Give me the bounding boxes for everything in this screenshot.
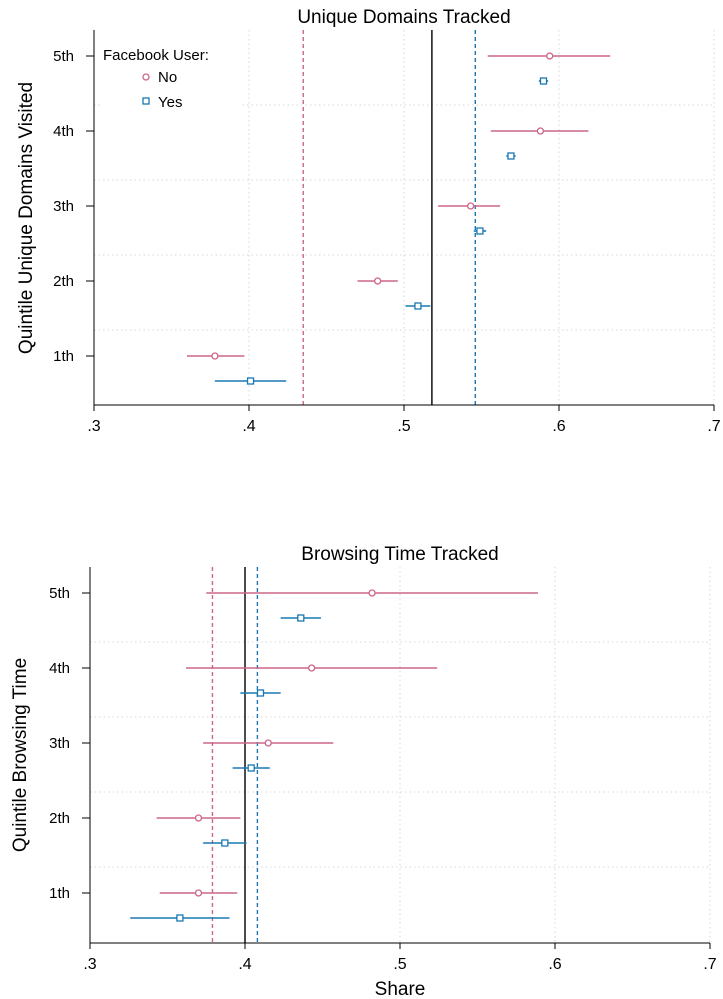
no-point [194, 889, 203, 897]
legend-no-marker [142, 73, 150, 81]
legend-box [100, 40, 240, 112]
panel-2-marks [130, 589, 538, 922]
x-tick-label: .6 [548, 956, 561, 973]
y-tick-label: 5th [49, 585, 70, 602]
panel-1-y-axis-label: Quintile Unique Domains Visited [16, 82, 37, 354]
y-tick-label: 5th [53, 48, 74, 65]
y-tick-label: 4th [49, 660, 70, 677]
panel-browsing-time: Browsing Time Tracked .3 .4 .5 .6 .7 5th 4th 3… [10, 544, 717, 999]
y-tick-label: 3th [49, 735, 70, 752]
panel-1-y-ticks: 5th 4th 3th 2th 1th [53, 48, 94, 365]
x-tick-label: .7 [707, 418, 720, 435]
legend-yes-label: Yes [158, 94, 182, 111]
panel-2-x-ticks: .3 .4 .5 .6 .7 [83, 943, 717, 973]
y-tick-label: 1th [49, 885, 70, 902]
y-tick-label: 2th [53, 273, 74, 290]
panel-1-x-ticks: .3 .4 .5 .6 .7 [87, 405, 721, 435]
panel-2-x-axis-label: Share [375, 979, 426, 999]
legend: Facebook User: No Yes [100, 40, 240, 112]
x-tick-label: .3 [83, 956, 96, 973]
x-tick-label: .5 [397, 418, 410, 435]
x-tick-label: .4 [242, 418, 255, 435]
x-tick-label: .5 [393, 956, 406, 973]
yes-point [476, 227, 484, 235]
legend-yes-marker [142, 97, 150, 105]
yes-point [297, 614, 305, 622]
no-point [536, 127, 545, 135]
panel-2-y-axis-label: Quintile Browsing Time [10, 658, 31, 852]
yes-point [176, 914, 184, 922]
x-tick-label: .3 [87, 418, 100, 435]
panel-unique-domains: Unique Domains Tracked .3 .4 .5 .6 .7 5th 4th… [16, 7, 721, 435]
yes-point [539, 77, 548, 85]
x-tick-label: .6 [552, 418, 565, 435]
legend-title: Facebook User: [103, 47, 209, 64]
yes-point [507, 152, 515, 160]
x-tick-label: .4 [238, 956, 251, 973]
y-tick-label: 3th [53, 198, 74, 215]
yes-point [247, 764, 255, 772]
legend-no-label: No [158, 69, 177, 86]
panel-2-y-ticks: 5th 4th 3th 2th 1th [49, 585, 90, 902]
yes-point [414, 302, 422, 310]
panel-2-title: Browsing Time Tracked [301, 544, 498, 565]
panel-1-reference-lines [302, 30, 476, 405]
no-point [194, 814, 203, 822]
no-point [307, 664, 316, 672]
no-point [546, 52, 554, 60]
no-point [466, 202, 475, 210]
no-point [211, 352, 219, 360]
no-point [368, 589, 376, 597]
yes-point [221, 839, 229, 847]
yes-point [246, 377, 255, 385]
y-tick-label: 2th [49, 810, 70, 827]
panel-1-marks [187, 52, 611, 385]
no-point [373, 277, 382, 285]
panel-2-grid [90, 567, 711, 943]
panel-2-reference-lines [211, 567, 259, 943]
x-tick-label: .7 [703, 956, 716, 973]
panel-1-title: Unique Domains Tracked [297, 7, 510, 28]
y-tick-label: 1th [53, 348, 74, 365]
yes-point [256, 689, 265, 697]
y-tick-label: 4th [53, 123, 74, 140]
no-point [264, 739, 272, 747]
